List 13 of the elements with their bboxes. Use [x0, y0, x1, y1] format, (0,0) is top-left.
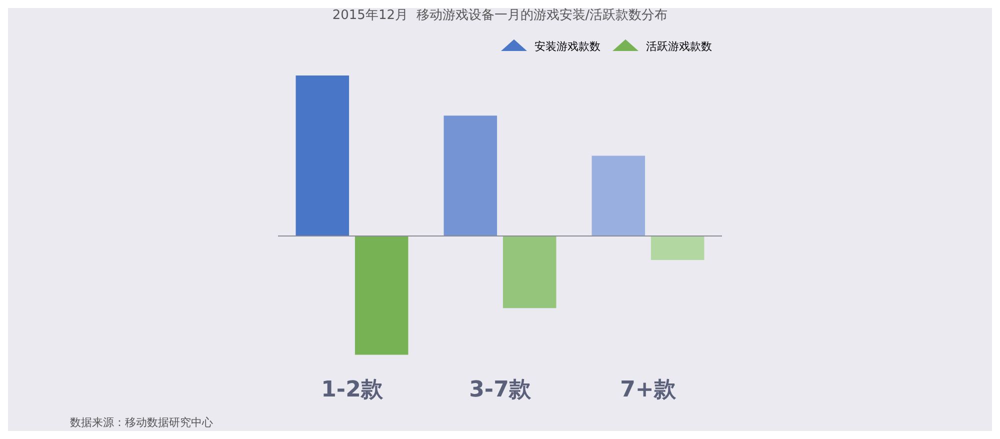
legend-label: 活跃游戏款数 [646, 40, 712, 53]
chart-title: 2015年12月 移动游戏设备一月的游戏安装/活跃款数分布 [332, 7, 668, 24]
source-note: 数据来源：移动数据研究中心 [70, 416, 213, 429]
bar [502, 236, 556, 308]
bar [592, 156, 646, 236]
x-tick-label: 3-7款 [469, 378, 532, 403]
x-tick-label: 7+款 [620, 378, 677, 403]
legend-label: 安装游戏款数 [534, 40, 600, 53]
bar [650, 236, 704, 260]
x-tick-label: 1-2款 [321, 378, 384, 403]
bar [296, 75, 350, 236]
bar [354, 236, 408, 355]
bar [444, 116, 498, 236]
